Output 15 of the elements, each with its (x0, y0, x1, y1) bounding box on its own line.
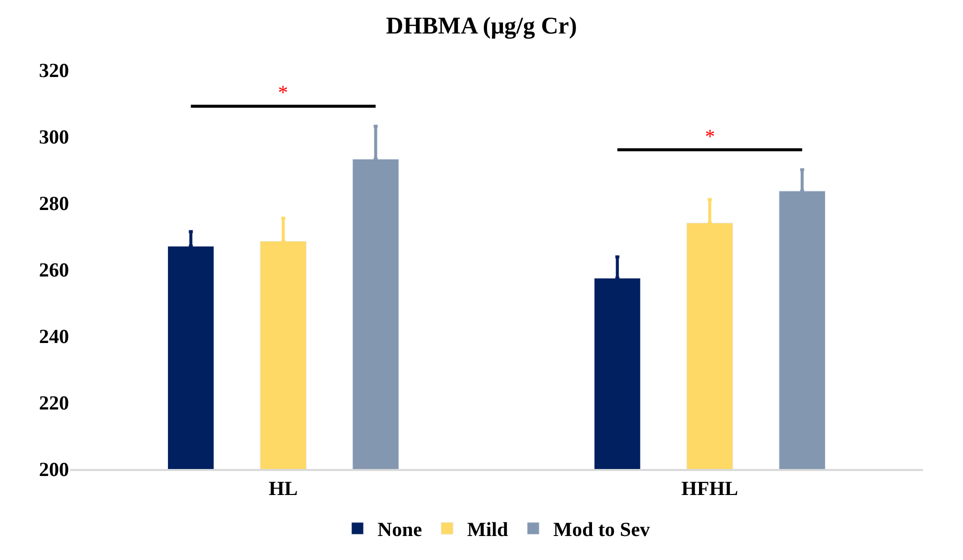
x-tick-label: HL (268, 478, 298, 500)
chart-title: DHBMA (μg/g Cr) (386, 14, 577, 40)
annotation: * (705, 126, 715, 148)
y-tick-label: 320 (39, 60, 69, 82)
y-tick-label: 240 (39, 326, 69, 348)
annotation: * (278, 82, 288, 104)
legend-label: Mod to Sev (553, 519, 650, 542)
y-tick-label: 220 (39, 392, 69, 414)
x-tick-label: HFHL (681, 478, 738, 500)
y-tick-label: 260 (39, 260, 69, 282)
y-tick-label: 200 (39, 459, 69, 481)
legend-label: Mild (467, 519, 508, 542)
y-tick-label: 280 (39, 193, 69, 215)
y-tick-label: 300 (39, 126, 69, 148)
legend-label: None (378, 519, 422, 542)
